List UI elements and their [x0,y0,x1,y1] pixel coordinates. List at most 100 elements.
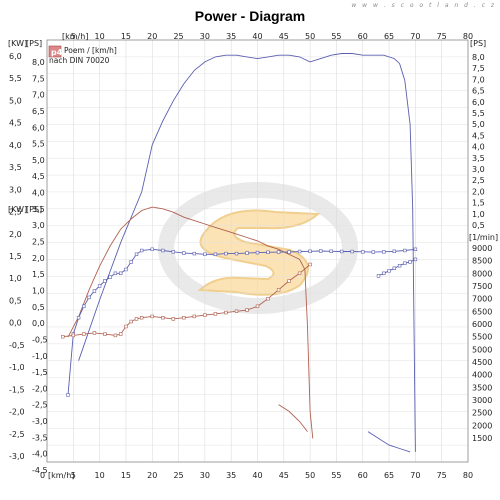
y-right-upper-tick: 4,5 [472,131,485,140]
y-left-outer-tick: 4,0 [9,141,22,150]
y-right-upper-tick: 0,5 [472,221,485,230]
series-point-6 [161,315,165,320]
y-right-lower-tick: 8500 [472,257,492,266]
x-tick-label-bottom: 40 [252,471,262,480]
series-point-5 [397,263,402,268]
y-left-inner-tick: 0,0 [32,319,45,328]
series-point-6 [203,313,207,317]
x-origin-label: 0 [40,471,45,480]
series-point-6 [92,331,97,335]
series-point-6 [171,317,175,321]
y-left-outer-tick: 1,5 [9,252,22,261]
y-left-inner-tick: -2,0 [32,384,48,393]
y-right-lower-tick: 2500 [472,409,492,418]
y-right-lower-tick: 1500 [472,434,492,443]
series-point-6 [124,324,128,329]
series-line-1 [67,206,314,439]
y-right-upper-tick: 6,0 [472,98,485,107]
series-point-4 [234,251,239,256]
series-point-6 [287,279,291,283]
y-right-upper-tick: 7,0 [472,75,485,84]
series-point-4 [103,279,107,283]
y-left-outer-tick: 0,5 [9,296,22,305]
series-point-4 [245,251,249,255]
x-tick-label-bottom: 50 [305,471,315,480]
y-right-lower-tick: 3000 [472,396,492,405]
series-point-4 [297,249,302,254]
y-right-lower-tick: 3500 [472,383,492,392]
x-tick-label-bottom: 45 [279,471,289,480]
y-left-inner-tick: -3,0 [32,417,48,426]
series-point-4 [287,250,291,254]
series-point-5 [408,260,412,264]
y-left-inner-unit: [PS] [26,39,42,48]
y-right-upper-tick: 3,5 [472,154,485,163]
y-left-outer-unit-mid: [KW] [8,205,27,214]
series-point-6 [82,332,86,336]
series-point-4 [308,249,312,253]
y-left-outer-tick: 0,0 [9,319,22,328]
series-point-5 [413,257,418,262]
y-left-outer-tick: 4,5 [9,119,22,128]
series-point-6 [213,312,218,316]
y-right-upper-tick: 5,0 [472,120,485,129]
x-tick-label-top: 40 [252,32,262,41]
series-point-6 [192,314,196,319]
y-right-upper-tick: 3,0 [472,165,485,174]
series-point-4 [66,393,70,397]
series-point-4 [108,275,112,279]
plot-frame [46,39,469,463]
x-tick-label-bottom: 60 [358,471,368,480]
series-point-4 [350,249,354,254]
x-tick-label-top: 80 [463,32,473,41]
x-tick-label-top: 65 [384,32,394,41]
x-tick-label-top: 25 [173,32,183,41]
y-left-inner-tick: 5,0 [32,156,45,165]
y-right-lower-unit: [1/min] [469,233,498,242]
x-tick-label-bottom: 25 [173,471,183,480]
y-right-lower-tick: 7500 [472,282,492,291]
series-point-6 [134,317,139,321]
series-point-4 [113,271,118,275]
y-left-inner-tick: 2,0 [32,254,45,263]
series-point-4 [182,251,186,255]
y-right-lower-tick: 4000 [472,371,492,380]
y-right-upper-tick: 2,5 [472,176,485,185]
series-point-5 [403,261,407,265]
series-point-4 [124,267,128,272]
y-left-inner-tick: 4,0 [32,189,45,198]
series-point-6 [71,333,76,338]
y-left-outer-tick: 5,0 [9,96,22,105]
x-tick-label-top: 5 [71,32,76,41]
series-point-6 [224,310,228,315]
x-unit-label-top: [km/h] [62,32,88,41]
y-left-inner-tick: 6,5 [32,107,45,116]
y-left-inner-tick: 3,0 [32,221,45,230]
series-point-4 [413,247,418,251]
y-right-upper-tick: 2,0 [472,187,485,196]
y-left-inner-tick: 8,0 [32,58,45,67]
series-point-4 [318,249,323,253]
x-tick-label-top: 10 [95,32,105,41]
y-right-upper-tick: 5,5 [472,109,485,118]
series-point-6 [119,332,123,336]
x-tick-label-bottom: 75 [437,471,447,480]
series-point-6 [245,308,249,312]
y-right-upper-unit: [PS] [470,39,486,48]
series-point-6 [129,319,133,324]
series-line-0 [78,53,416,452]
y-left-inner-tick: 6,0 [32,123,45,132]
y-left-inner-tick: 1,0 [32,286,45,295]
x-tick-label-top: 55 [331,32,341,41]
y-right-upper-tick: 7,5 [472,64,485,73]
series-point-5 [376,274,381,278]
series-point-5 [387,269,391,273]
y-right-lower-tick: 6500 [472,307,492,316]
y-left-inner-tick: 2,5 [32,238,45,247]
y-right-lower-tick: 4500 [472,358,492,367]
series-point-4 [161,248,165,253]
x-tick-label-top: 20 [147,32,157,41]
series-point-5 [382,271,386,275]
series-point-6 [308,262,312,267]
